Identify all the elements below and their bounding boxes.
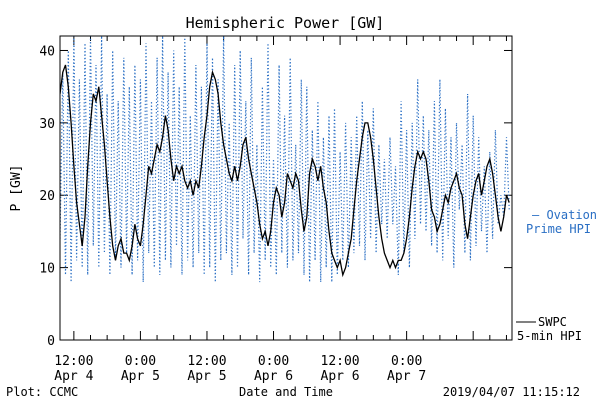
legend-ovation: — Ovation Prime HPI [526, 208, 597, 236]
x-tick-label-date: Apr 4 [54, 369, 93, 384]
y-axis-ticks: 0 10 20 30 40 [39, 44, 512, 349]
chart-title: Hemispheric Power [GW] [186, 14, 385, 32]
series-ovation-line [60, 36, 510, 283]
x-tick-label-time: 12:00 [54, 354, 93, 369]
plot-timestamp: 2019/04/07 11:15:12 [443, 385, 580, 399]
legend-swpc-line2: 5-min HPI [517, 329, 582, 343]
x-tick-label-date: Apr 6 [321, 369, 360, 384]
legend-ovation-line1: — Ovation [532, 208, 597, 222]
plot-credit: Plot: CCMC [6, 385, 78, 399]
y-tick-label: 20 [39, 189, 55, 204]
x-tick-label-date: Apr 7 [387, 369, 426, 384]
x-tick-label-time: 0:00 [391, 354, 422, 369]
x-axis-label: Date and Time [239, 385, 333, 399]
plot-frame [59, 35, 513, 341]
x-tick-label-date: Apr 6 [254, 369, 293, 384]
y-tick-label: 40 [39, 44, 55, 59]
legend-ovation-line2: Prime HPI [526, 222, 591, 236]
series-swpc-line [60, 64, 510, 278]
x-tick-label-time: 12:00 [187, 354, 226, 369]
y-tick-label: 0 [47, 334, 55, 349]
x-tick-label-time: 0:00 [258, 354, 289, 369]
legend-swpc-line1: SWPC [538, 315, 567, 329]
series-layer [60, 36, 510, 283]
legend-swpc: SWPC 5-min HPI [516, 315, 582, 343]
y-axis-label: P [GW] [9, 165, 24, 212]
x-tick-label-date: Apr 5 [121, 369, 160, 384]
y-tick-label: 30 [39, 117, 55, 132]
x-tick-label-time: 0:00 [125, 354, 156, 369]
y-tick-label: 10 [39, 262, 55, 277]
x-tick-label-time: 12:00 [321, 354, 360, 369]
x-tick-label-date: Apr 5 [187, 369, 226, 384]
